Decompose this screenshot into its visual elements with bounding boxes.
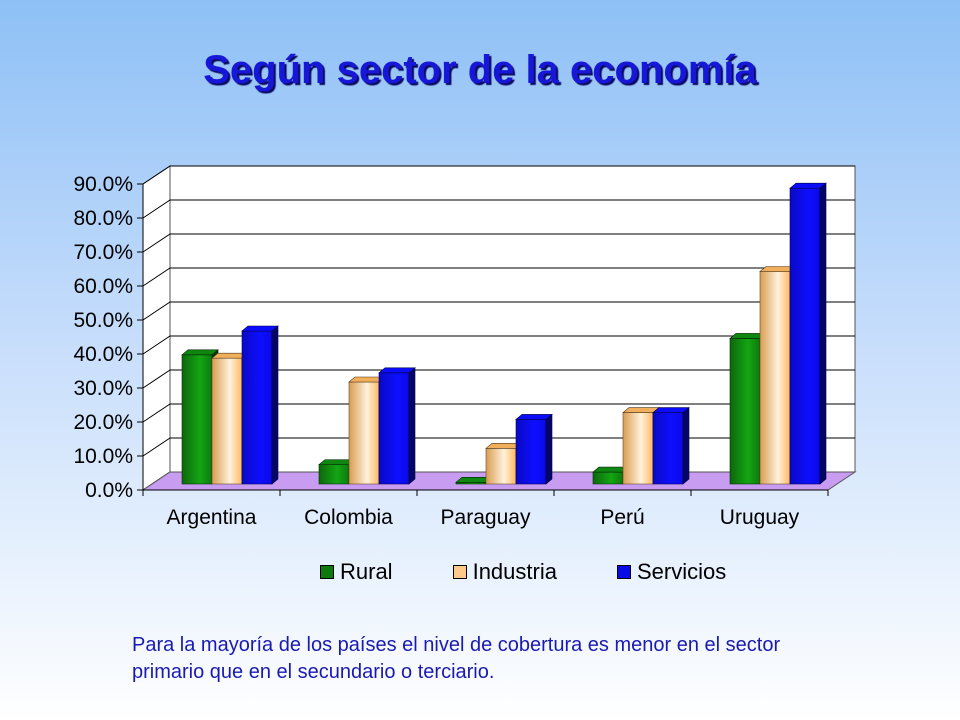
legend-item-servicios: Servicios	[616, 559, 727, 585]
x-tick-label: Perú	[600, 506, 644, 529]
x-tick-label: Uruguay	[720, 506, 800, 529]
bar-servicios-colombia	[378, 367, 416, 485]
y-tick-label: 50.0%	[73, 309, 133, 332]
y-tick-label: 70.0%	[73, 241, 133, 264]
slide-title: Según sector de la economía	[203, 48, 757, 92]
x-axis-tick-labels: Argentina Colombia Paraguay Perú Uruguay	[167, 506, 800, 529]
y-tick-label: 80.0%	[73, 207, 133, 230]
gridline	[142, 199, 855, 219]
gridline	[142, 369, 855, 389]
y-tick-label: 30.0%	[73, 377, 133, 400]
gridline	[142, 403, 855, 423]
y-tick-label: 90.0%	[73, 173, 133, 196]
legend-swatch-industria	[452, 565, 467, 579]
bar-servicios-argentina	[241, 325, 279, 485]
bar-chart: 0.0% 10.0% 20.0% 30.0% 40.0% 50.0% 60.0% 70.0% 8…	[73, 165, 857, 529]
bar-servicios-perú	[652, 406, 690, 485]
legend-item-rural: Rural	[320, 559, 393, 585]
x-tick-label: Colombia	[304, 506, 393, 529]
bar-servicios-paraguay	[515, 413, 553, 485]
chart-axes	[137, 183, 829, 496]
legend-item-industria: Industria	[452, 559, 557, 585]
x-tick-label: Paraguay	[441, 506, 531, 529]
footnote-text: Para la mayoría de los países el nivel d…	[132, 634, 781, 683]
gridline	[142, 335, 855, 355]
y-axis-tick-labels: 0.0% 10.0% 20.0% 30.0% 40.0% 50.0% 60.0% 70.0% 8…	[73, 173, 133, 502]
y-tick-label: 60.0%	[73, 275, 133, 298]
legend-label-servicios: Servicios	[636, 559, 727, 584]
chart-legend: Rural Industria Servicios	[320, 558, 726, 586]
y-tick-label: 0.0%	[85, 479, 133, 502]
y-tick-label: 20.0%	[73, 411, 133, 434]
y-tick-label: 10.0%	[73, 445, 133, 468]
left-wall	[142, 165, 171, 491]
gridline	[142, 267, 855, 287]
legend-label-industria: Industria	[472, 559, 557, 584]
gridline	[142, 301, 855, 321]
bar-servicios-uruguay	[789, 182, 827, 485]
legend-swatch-servicios	[616, 565, 631, 579]
x-tick-label: Argentina	[167, 506, 257, 529]
legend-swatch-rural	[320, 565, 334, 579]
gridline	[142, 165, 855, 185]
chart-bars	[181, 182, 827, 485]
legend-label-rural: Rural	[340, 559, 393, 584]
y-tick-label: 40.0%	[73, 343, 133, 366]
gridline	[142, 233, 855, 253]
